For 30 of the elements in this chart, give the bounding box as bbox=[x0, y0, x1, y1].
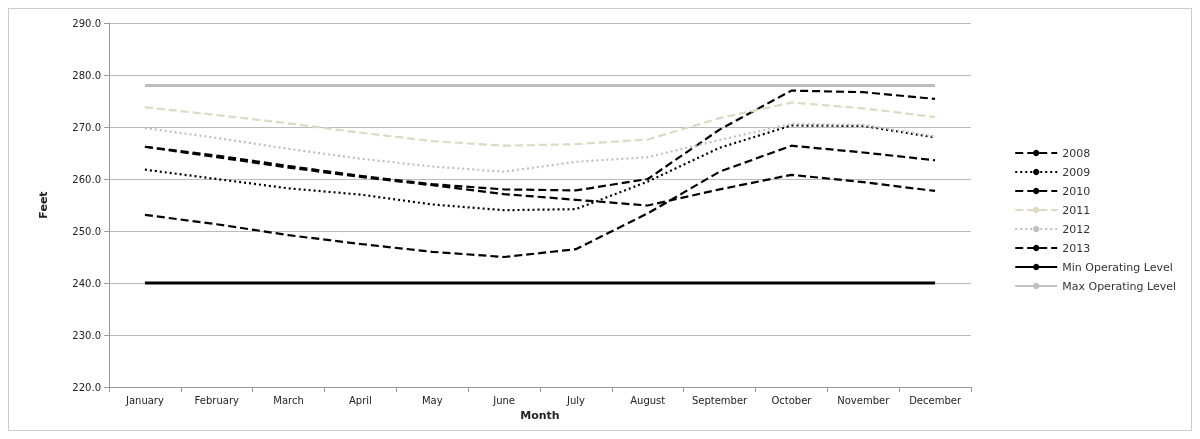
y-tick-label: 220.0 bbox=[72, 381, 101, 393]
x-tick-label: January bbox=[124, 394, 164, 406]
legend-label: 2012 bbox=[1062, 222, 1091, 236]
x-tick-label: July bbox=[565, 394, 585, 406]
x-tick-label: October bbox=[771, 394, 813, 406]
y-tick-label: 240.0 bbox=[72, 277, 101, 289]
x-tick-label: November bbox=[837, 394, 891, 406]
x-tick-label: March bbox=[273, 394, 304, 406]
legend-label: 2013 bbox=[1062, 241, 1091, 255]
x-tick-label: February bbox=[194, 394, 239, 406]
legend-label: 2009 bbox=[1062, 165, 1091, 179]
legend-label: 2010 bbox=[1062, 184, 1091, 198]
x-axis-title: Month bbox=[520, 408, 560, 422]
x-tick-label: August bbox=[630, 394, 666, 406]
x-tick-label: December bbox=[909, 394, 962, 406]
x-tick-label: June bbox=[492, 394, 515, 406]
legend-label: Max Operating Level bbox=[1062, 279, 1176, 293]
y-tick-label: 250.0 bbox=[72, 225, 101, 237]
legend-label: 2011 bbox=[1062, 203, 1091, 217]
x-tick-label: April bbox=[348, 394, 372, 406]
x-tick-label: May bbox=[421, 394, 443, 406]
x-tick-label: September bbox=[691, 394, 749, 406]
legend-label: 2008 bbox=[1062, 146, 1091, 160]
y-tick-label: 230.0 bbox=[72, 329, 101, 341]
y-tick-label: 270.0 bbox=[72, 121, 101, 133]
y-tick-label: 290.0 bbox=[72, 17, 101, 29]
y-axis-title: Feet bbox=[37, 191, 50, 219]
legend-label: Min Operating Level bbox=[1062, 260, 1173, 274]
y-tick-label: 280.0 bbox=[72, 69, 101, 81]
y-tick-label: 260.0 bbox=[72, 173, 101, 185]
